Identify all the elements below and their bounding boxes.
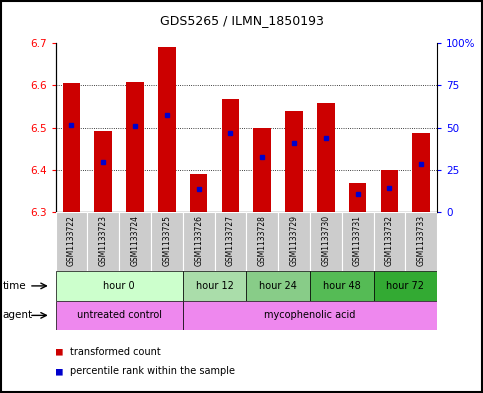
Text: GSM1133730: GSM1133730 <box>321 215 330 266</box>
Text: untreated control: untreated control <box>77 310 162 320</box>
Text: hour 48: hour 48 <box>323 281 361 291</box>
Text: GSM1133727: GSM1133727 <box>226 215 235 266</box>
Text: GSM1133732: GSM1133732 <box>385 215 394 266</box>
Text: GSM1133724: GSM1133724 <box>130 215 140 266</box>
Bar <box>63 83 80 212</box>
Text: GSM1133726: GSM1133726 <box>194 215 203 266</box>
Bar <box>119 212 151 271</box>
Text: transformed count: transformed count <box>70 347 161 357</box>
Bar <box>183 301 437 330</box>
Bar <box>310 271 373 301</box>
Text: ■: ■ <box>56 347 62 357</box>
Bar <box>56 212 87 271</box>
Bar <box>405 212 437 271</box>
Text: ■: ■ <box>56 366 62 376</box>
Bar <box>190 174 207 212</box>
Bar <box>126 82 144 212</box>
Bar <box>317 103 335 212</box>
Bar <box>95 131 112 212</box>
Bar <box>222 99 239 212</box>
Bar <box>349 183 367 212</box>
Text: hour 12: hour 12 <box>196 281 233 291</box>
Text: mycophenolic acid: mycophenolic acid <box>264 310 355 320</box>
Text: GDS5265 / ILMN_1850193: GDS5265 / ILMN_1850193 <box>159 14 324 27</box>
Bar <box>373 212 405 271</box>
Bar <box>342 212 373 271</box>
Bar <box>381 170 398 212</box>
Bar <box>310 212 342 271</box>
Text: GSM1133728: GSM1133728 <box>258 215 267 266</box>
Bar <box>87 212 119 271</box>
Bar <box>214 212 246 271</box>
Bar <box>56 301 183 330</box>
Text: GSM1133731: GSM1133731 <box>353 215 362 266</box>
Bar <box>285 111 303 212</box>
Text: time: time <box>2 281 26 291</box>
Text: GSM1133733: GSM1133733 <box>417 215 426 266</box>
Text: GSM1133725: GSM1133725 <box>162 215 171 266</box>
Bar <box>151 212 183 271</box>
Bar <box>278 212 310 271</box>
Text: GSM1133729: GSM1133729 <box>289 215 298 266</box>
Bar <box>412 133 430 212</box>
Text: GSM1133723: GSM1133723 <box>99 215 108 266</box>
Bar <box>246 271 310 301</box>
Text: hour 0: hour 0 <box>103 281 135 291</box>
Text: hour 24: hour 24 <box>259 281 297 291</box>
Text: agent: agent <box>2 310 32 320</box>
Text: hour 72: hour 72 <box>386 281 425 291</box>
Bar <box>158 48 176 212</box>
Bar <box>373 271 437 301</box>
Text: percentile rank within the sample: percentile rank within the sample <box>70 366 235 376</box>
Bar <box>246 212 278 271</box>
Text: GSM1133722: GSM1133722 <box>67 215 76 266</box>
Bar <box>254 128 271 212</box>
Bar <box>56 271 183 301</box>
Bar <box>183 212 214 271</box>
Bar <box>183 271 246 301</box>
